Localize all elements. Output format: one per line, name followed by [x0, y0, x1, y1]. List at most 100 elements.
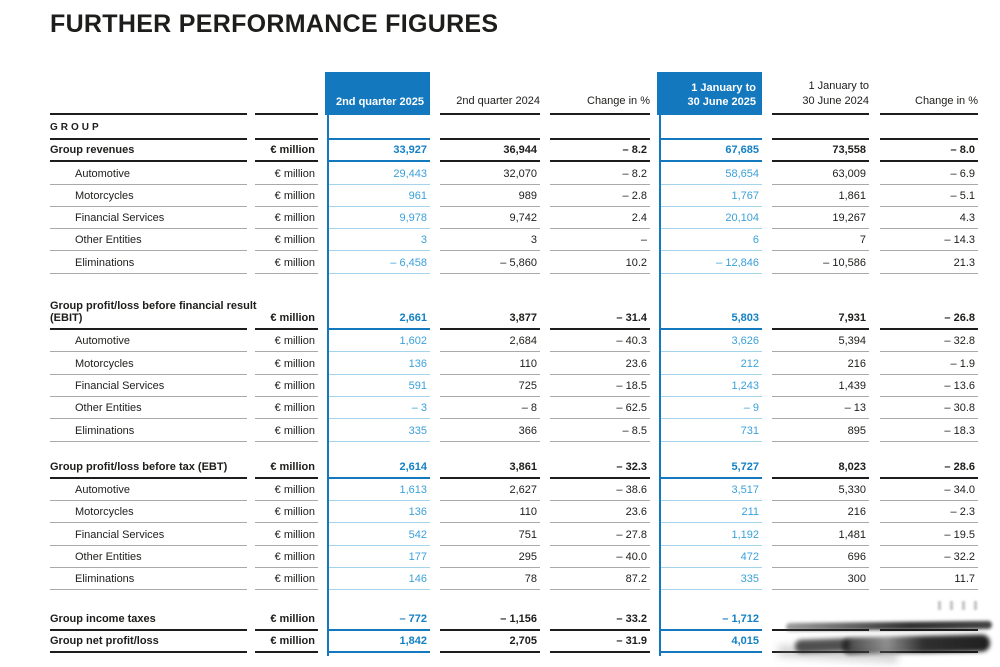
value-text: 1,192 [731, 528, 759, 541]
row-label-text: Other Entities [75, 551, 142, 564]
table-row: Other Entities € million – 3 – 8 – 62.5 – 9 – … [50, 397, 978, 420]
value-h1-2024: 5,330 [772, 479, 869, 502]
table-row: Group revenues € million 33,927 36,944 – 8.2… [50, 140, 978, 163]
row-unit: € million [255, 523, 318, 546]
value-q2-change: – 33.2 [550, 608, 650, 631]
value-h1-2024: 300 [772, 568, 869, 591]
table-row: Eliminations € million – 6,458 – 5,860 10.2 –… [50, 251, 978, 274]
value-text: 335 [408, 424, 427, 437]
value-text: 21.3 [953, 256, 975, 269]
header-cell-spacer [255, 72, 318, 115]
value-h1-change: 4.3 [880, 207, 978, 230]
table-row: Automotive € million 1,602 2,684 – 40.3 3,626… [50, 330, 978, 353]
value-h1-change: – 28.6 [880, 457, 978, 479]
value-q2-2024: 751 [440, 523, 540, 546]
value-text: – 6,458 [390, 256, 427, 269]
table-row: Group profit/loss before tax (EBT) € mill… [50, 457, 978, 479]
value-q2-2024: 32,070 [440, 162, 540, 185]
value-q2-2024: – 1,156 [440, 608, 540, 631]
value-text: 2,627 [509, 484, 537, 497]
value-q2-change: – 8.5 [550, 419, 650, 442]
value-text: 366 [518, 424, 537, 437]
value-q2-2025: – 6,458 [327, 251, 430, 274]
row-label: Automotive [50, 479, 247, 502]
table-row: Eliminations € million 335 366 – 8.5 731 895 – … [50, 419, 978, 442]
row-label: Motorcycles [50, 352, 247, 375]
value-text: 472 [740, 551, 759, 564]
value-text: 2,614 [399, 460, 427, 473]
row-label-text: Automotive [75, 335, 131, 348]
value-text: – 40.0 [616, 551, 647, 564]
value-text: – 14.3 [944, 234, 975, 247]
value-text: 7,931 [838, 312, 866, 325]
value-text: – 30.8 [944, 402, 975, 415]
value-q2-2024: 110 [440, 352, 540, 375]
row-label-text: Eliminations [75, 424, 135, 437]
value-q2-2025: 2,614 [327, 457, 430, 479]
row-label-text: Group profit/loss before tax (EBT) [50, 460, 228, 473]
value-q2-2025: 29,443 [327, 162, 430, 185]
value-text: 36,944 [503, 144, 537, 157]
value-q2-2025: – 772 [327, 608, 430, 631]
row-unit-text: € million [270, 612, 315, 625]
value-q2-2024: 9,742 [440, 207, 540, 230]
row-label: Group income taxes [50, 608, 247, 631]
value-text: – 62.5 [616, 402, 647, 415]
value-q2-2025: 177 [327, 546, 430, 569]
header-cell-spacer [50, 72, 247, 115]
value-q2-2024: 366 [440, 419, 540, 442]
row-label: Eliminations [50, 251, 247, 274]
header-cell: Change in % [880, 72, 978, 115]
value-text: 1,602 [399, 335, 427, 348]
value-h1-2024 [772, 118, 869, 140]
value-q2-change: – 38.6 [550, 479, 650, 502]
value-h1-change: – 32.8 [880, 330, 978, 353]
table-gap-row [50, 442, 978, 457]
value-text: – 32.3 [616, 460, 647, 473]
value-text: 110 [519, 506, 537, 519]
row-label-line1: Group profit/loss before financial resul… [50, 300, 257, 313]
value-q2-2025: 3 [327, 229, 430, 252]
table-row: Other Entities € million 177 295 – 40.0 472 69… [50, 546, 978, 569]
value-text: – 31.9 [616, 634, 647, 647]
value-q2-2024 [440, 118, 540, 140]
value-h1-change: – 26.8 [880, 308, 978, 331]
row-label-text: Financial Services [75, 379, 165, 392]
value-h1-2024: 7 [772, 229, 869, 252]
row-label-text: Motorcycles [75, 506, 134, 519]
value-text: 1,613 [399, 484, 427, 497]
value-h1-2025: 58,654 [659, 162, 762, 185]
value-text: 19,267 [832, 212, 866, 225]
value-text: 5,727 [731, 460, 759, 473]
row-label: Motorcycles [50, 501, 247, 524]
value-h1-2025: 731 [659, 419, 762, 442]
value-text: – 8 [521, 402, 537, 415]
value-h1-2025: 5,727 [659, 457, 762, 479]
value-text: – 8.2 [622, 167, 647, 180]
row-label: Automotive [50, 162, 247, 185]
section-title: GROUP [50, 122, 102, 133]
row-unit: € million [255, 330, 318, 353]
row-label: GROUP [50, 118, 247, 140]
table-row: Automotive € million 1,613 2,627 – 38.6 3,517… [50, 479, 978, 502]
value-h1-change: 21.3 [880, 251, 978, 274]
table-row: Financial Services € million 542 751 – 27.8 1… [50, 523, 978, 546]
value-text: 32,070 [503, 167, 537, 180]
header-line2: 2nd quarter 2024 [456, 95, 540, 107]
value-q2-2024: 295 [440, 546, 540, 569]
value-h1-2025: 472 [659, 546, 762, 569]
value-q2-change: – 8.2 [550, 162, 650, 185]
value-text: 7 [859, 234, 866, 247]
value-q2-2025: – 3 [327, 397, 430, 420]
value-text: – 6.9 [950, 167, 975, 180]
table-row: Eliminations € million 146 78 87.2 335 300 11.7 [50, 568, 978, 591]
row-unit-text: € million [270, 144, 315, 157]
row-label: Financial Services [50, 523, 247, 546]
row-label: Automotive [50, 330, 247, 353]
value-q2-2025: 146 [327, 568, 430, 591]
value-text: 20,104 [725, 212, 759, 225]
value-h1-2024: 216 [772, 501, 869, 524]
value-text: 67,685 [725, 144, 759, 157]
value-text: 1,767 [731, 189, 759, 202]
value-text: 9,742 [509, 212, 537, 225]
